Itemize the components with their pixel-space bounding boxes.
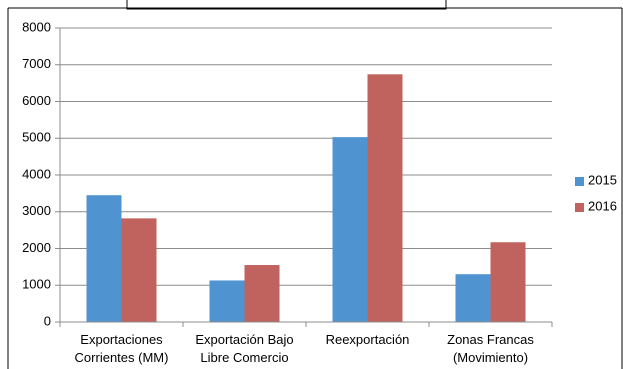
bar-2016-2 — [367, 74, 403, 323]
y-tick-label: 3000 — [22, 203, 51, 218]
y-tick-label: 6000 — [22, 93, 51, 108]
x-category-label: Reexportación — [326, 332, 410, 347]
legend: 2015 2016 — [575, 172, 617, 213]
y-tick-label: 5000 — [22, 130, 51, 145]
x-category-label: Exportaciones — [80, 332, 163, 347]
y-tick-label: 1000 — [22, 277, 51, 292]
title-box-outline — [126, 0, 447, 10]
y-tick-label: 2000 — [22, 240, 51, 255]
axes — [55, 27, 553, 327]
y-tick-label: 7000 — [22, 56, 51, 71]
x-category-label: Libre Comercio — [200, 350, 288, 365]
x-category-label: Zonas Francas — [447, 332, 534, 347]
x-category-label: (Movimiento) — [453, 350, 528, 365]
y-tick-label: 4000 — [22, 166, 51, 181]
bar-2015-0 — [86, 195, 122, 322]
y-tick-label: 8000 — [22, 19, 51, 34]
axis-labels: 0 1000 2000 3000 4000 5000 6000 7000 8000 Exporta… — [22, 19, 534, 365]
bars — [86, 74, 526, 323]
y-tick-label: 0 — [44, 313, 51, 328]
bar-2015-3 — [455, 274, 491, 322]
bar-2016-3 — [490, 242, 526, 322]
legend-label: 2015 — [588, 172, 617, 187]
legend-label: 2016 — [588, 198, 617, 213]
legend-swatch-2016 — [575, 203, 584, 212]
x-category-label: Exportación Bajo — [195, 332, 293, 347]
legend-swatch-2015 — [575, 177, 584, 186]
bar-2016-0 — [121, 218, 157, 322]
bar-2015-1 — [209, 280, 245, 322]
x-category-label: Corrientes (MM) — [75, 350, 169, 365]
bar-2015-2 — [332, 137, 368, 322]
bar-2016-1 — [244, 265, 280, 322]
